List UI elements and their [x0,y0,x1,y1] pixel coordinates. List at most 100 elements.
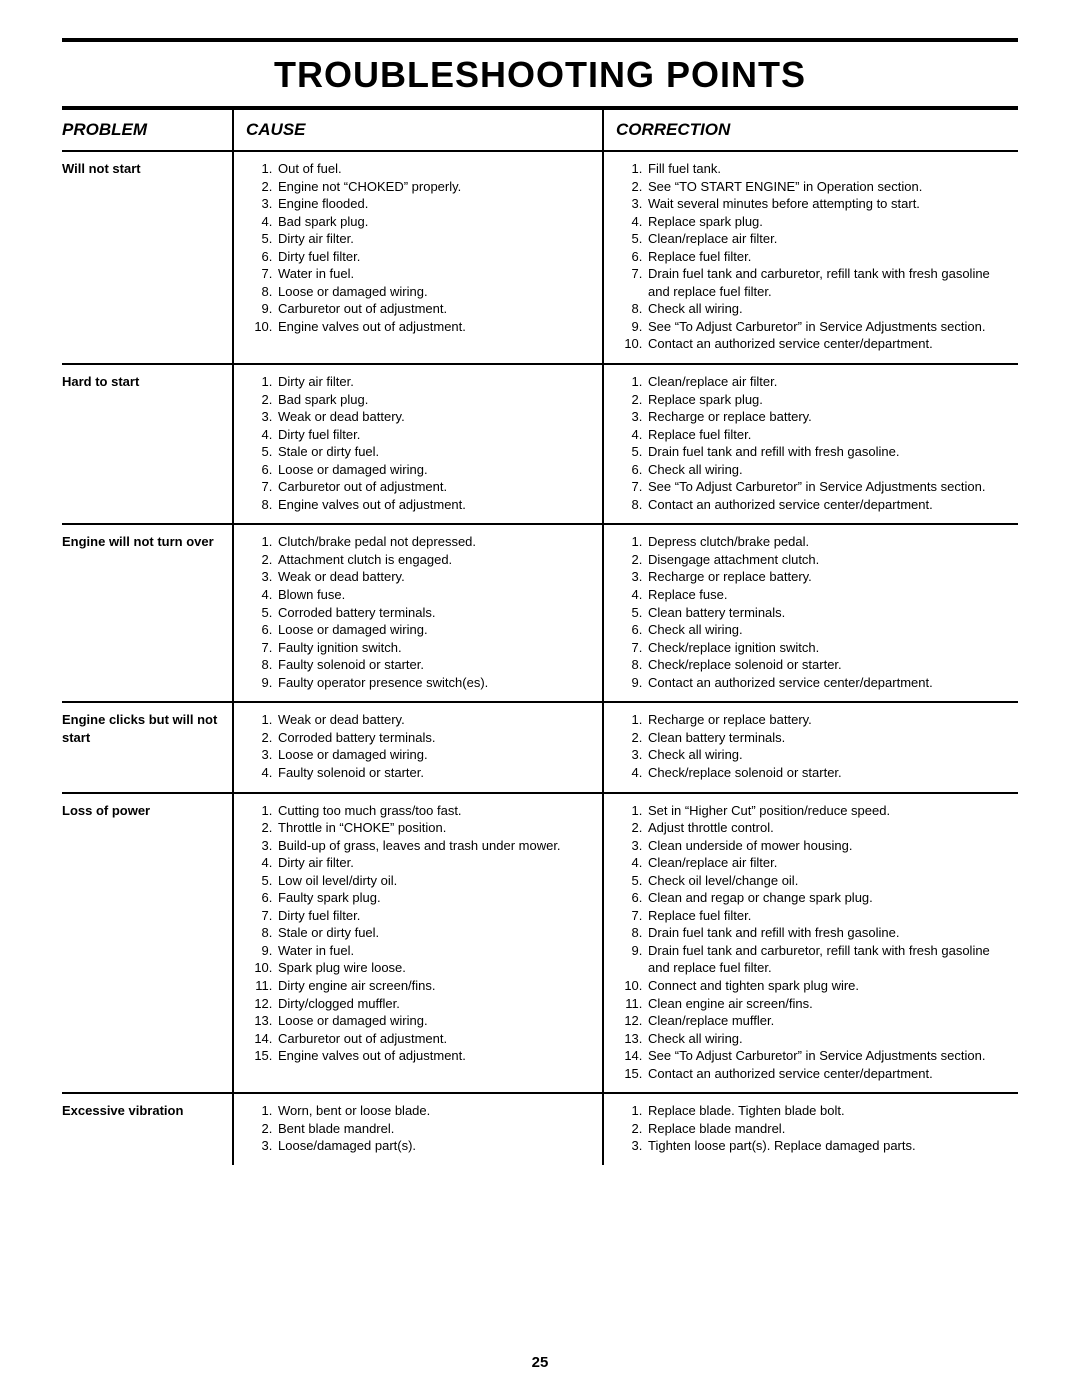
correction-item: Contact an authorized service center/dep… [646,335,1012,353]
cause-item: Build-up of grass, leaves and trash unde… [276,837,596,855]
table-row: Engine clicks but will not startWeak or … [62,703,1018,793]
correction-item: Check oil level/change oil. [646,872,1012,890]
cause-item: Stale or dirty fuel. [276,443,596,461]
cause-item: Spark plug wire loose. [276,959,596,977]
correction-item: Clean/replace air filter. [646,230,1012,248]
correction-item: Depress clutch/brake pedal. [646,533,1012,551]
correction-cell: Clean/replace air filter.Replace spark p… [602,365,1018,523]
cause-item: Faulty operator presence switch(es). [276,674,596,692]
cause-item: Water in fuel. [276,265,596,283]
cause-item: Out of fuel. [276,160,596,178]
cause-item: Loose or damaged wiring. [276,746,596,764]
col-header-correction: CORRECTION [602,110,1018,150]
cause-item: Stale or dirty fuel. [276,924,596,942]
correction-cell: Depress clutch/brake pedal.Disengage att… [602,525,1018,701]
correction-item: Replace spark plug. [646,391,1012,409]
correction-item: Replace blade mandrel. [646,1120,1012,1138]
correction-item: Disengage attachment clutch. [646,551,1012,569]
cause-item: Engine valves out of adjustment. [276,318,596,336]
correction-item: Contact an authorized service center/dep… [646,674,1012,692]
correction-item: Recharge or replace battery. [646,568,1012,586]
correction-cell: Fill fuel tank.See “TO START ENGINE” in … [602,152,1018,363]
correction-item: Replace fuse. [646,586,1012,604]
cause-item: Weak or dead battery. [276,408,596,426]
correction-item: Check/replace ignition switch. [646,639,1012,657]
page-title: TROUBLESHOOTING POINTS [62,54,1018,96]
problem-cell: Will not start [62,152,232,363]
manual-page: TROUBLESHOOTING POINTS PROBLEM CAUSE COR… [0,0,1080,1397]
problem-cell: Excessive vibration [62,1094,232,1165]
cause-item: Weak or dead battery. [276,568,596,586]
correction-item: Contact an authorized service center/dep… [646,496,1012,514]
correction-item: Clean engine air screen/fins. [646,995,1012,1013]
cause-item: Faulty ignition switch. [276,639,596,657]
cause-item: Dirty engine air screen/fins. [276,977,596,995]
cause-cell: Worn, bent or loose blade.Bent blade man… [232,1094,602,1165]
correction-item: Clean underside of mower housing. [646,837,1012,855]
correction-item: Tighten loose part(s). Replace damaged p… [646,1137,1012,1155]
cause-cell: Clutch/brake pedal not depressed.Attachm… [232,525,602,701]
cause-item: Dirty fuel filter. [276,248,596,266]
correction-item: Fill fuel tank. [646,160,1012,178]
problem-cell: Engine clicks but will not start [62,703,232,791]
cause-item: Faulty solenoid or starter. [276,656,596,674]
correction-item: Wait several minutes before attempting t… [646,195,1012,213]
correction-item: Check all wiring. [646,461,1012,479]
cause-item: Dirty fuel filter. [276,907,596,925]
cause-item: Dirty air filter. [276,854,596,872]
cause-item: Dirty fuel filter. [276,426,596,444]
cause-item: Loose or damaged wiring. [276,461,596,479]
problem-cell: Loss of power [62,794,232,1093]
cause-item: Loose or damaged wiring. [276,1012,596,1030]
correction-item: Drain fuel tank and carburetor, refill t… [646,942,1012,977]
correction-cell: Recharge or replace battery.Clean batter… [602,703,1018,791]
cause-item: Engine valves out of adjustment. [276,496,596,514]
correction-item: Recharge or replace battery. [646,711,1012,729]
cause-item: Low oil level/dirty oil. [276,872,596,890]
cause-item: Corroded battery terminals. [276,729,596,747]
correction-item: Adjust throttle control. [646,819,1012,837]
cause-item: Carburetor out of adjustment. [276,478,596,496]
correction-item: Clean and regap or change spark plug. [646,889,1012,907]
cause-cell: Dirty air filter.Bad spark plug.Weak or … [232,365,602,523]
correction-item: See “To Adjust Carburetor” in Service Ad… [646,318,1012,336]
correction-item: Clean/replace muffler. [646,1012,1012,1030]
table-header-row: PROBLEM CAUSE CORRECTION [62,106,1018,152]
cause-cell: Out of fuel.Engine not “CHOKED” properly… [232,152,602,363]
cause-item: Throttle in “CHOKE” position. [276,819,596,837]
cause-item: Blown fuse. [276,586,596,604]
correction-item: Connect and tighten spark plug wire. [646,977,1012,995]
table-row: Loss of powerCutting too much grass/too … [62,794,1018,1095]
cause-item: Worn, bent or loose blade. [276,1102,596,1120]
cause-item: Faulty solenoid or starter. [276,764,596,782]
correction-item: See “TO START ENGINE” in Operation secti… [646,178,1012,196]
correction-cell: Replace blade. Tighten blade bolt.Replac… [602,1094,1018,1165]
correction-item: Contact an authorized service center/dep… [646,1065,1012,1083]
cause-item: Loose or damaged wiring. [276,621,596,639]
correction-item: Clean battery terminals. [646,604,1012,622]
cause-cell: Weak or dead battery.Corroded battery te… [232,703,602,791]
col-header-problem: PROBLEM [62,110,232,150]
cause-cell: Cutting too much grass/too fast.Throttle… [232,794,602,1093]
page-number: 25 [0,1354,1080,1371]
cause-item: Dirty/clogged muffler. [276,995,596,1013]
cause-item: Loose or damaged wiring. [276,283,596,301]
cause-item: Bent blade mandrel. [276,1120,596,1138]
cause-item: Engine not “CHOKED” properly. [276,178,596,196]
cause-item: Faulty spark plug. [276,889,596,907]
correction-item: Clean/replace air filter. [646,854,1012,872]
cause-item: Carburetor out of adjustment. [276,1030,596,1048]
correction-item: Recharge or replace battery. [646,408,1012,426]
table-row: Excessive vibrationWorn, bent or loose b… [62,1094,1018,1165]
correction-item: Replace fuel filter. [646,248,1012,266]
cause-item: Bad spark plug. [276,391,596,409]
correction-item: Check all wiring. [646,300,1012,318]
cause-item: Dirty air filter. [276,230,596,248]
problem-cell: Hard to start [62,365,232,523]
cause-item: Corroded battery terminals. [276,604,596,622]
correction-item: Check all wiring. [646,621,1012,639]
cause-item: Carburetor out of adjustment. [276,300,596,318]
table-row: Hard to startDirty air filter.Bad spark … [62,365,1018,525]
cause-item: Attachment clutch is engaged. [276,551,596,569]
correction-item: Check/replace solenoid or starter. [646,656,1012,674]
